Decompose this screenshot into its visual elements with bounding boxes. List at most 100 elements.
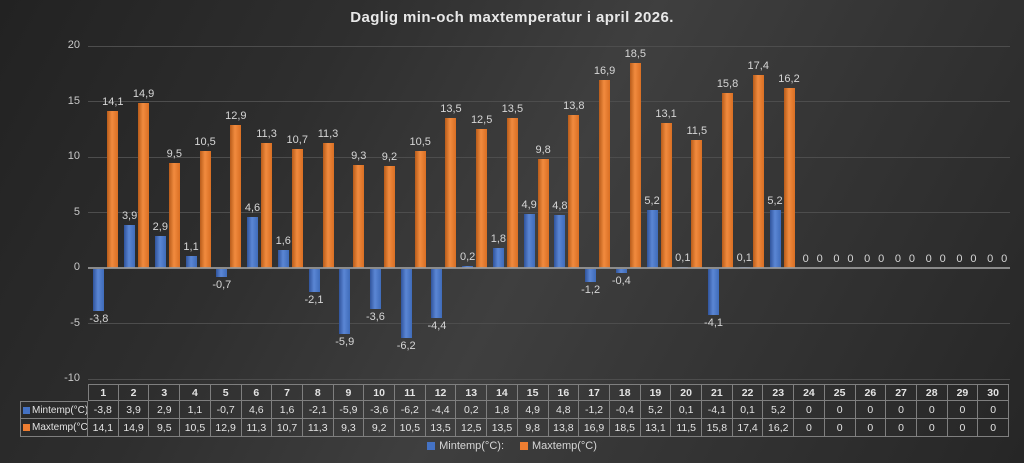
min-bar [646,210,658,268]
bar-data-label: 1,6 [275,235,291,248]
bar-data-label: 11,3 [256,127,277,140]
min-bar [523,213,535,268]
bar-data-label: -2,1 [304,294,324,307]
min-bar [154,235,166,268]
min-bar [369,269,381,309]
min-bar [492,248,504,268]
table-value-cell: 1,1 [180,401,211,419]
table-value-cell: 0 [794,401,825,419]
bar-data-label: 13,5 [440,103,462,116]
table-day-header: 6 [241,384,273,401]
bar-data-label: 0,1 [736,251,752,264]
table-value-cell: 12,5 [456,419,488,437]
table-value-cell: 4,6 [241,401,273,419]
max-bar [353,164,365,268]
table-day-header: 20 [671,384,702,401]
min-bar [400,269,412,338]
max-bar [230,124,242,268]
max-bar [783,88,795,268]
chart-title: Daglig min-och maxtemperatur i april 202… [350,9,674,26]
table-row-label-text: Maxtemp(°C) [32,422,88,433]
table-value-cell: 0,1 [671,401,702,419]
table-value-cell: 1,8 [487,401,518,419]
bar-data-label: 16,2 [778,73,800,86]
table-value-cell: 0 [886,419,917,437]
series-color-swatch [23,424,30,431]
table-value-cell: 9,2 [364,419,395,437]
bar-data-label: 11,3 [317,127,339,140]
table-value-cell: 0,2 [456,401,488,419]
table-value-cell: 13,8 [548,419,580,437]
table-day-header: 13 [456,384,488,401]
max-bar [168,162,180,268]
bar-data-label: 0 [847,253,854,265]
table-row-label: Maxtemp(°C) [20,419,88,437]
bar-data-label: 0 [939,253,946,265]
legend-color-swatch [520,442,528,450]
bar-data-label: 3,9 [121,209,138,222]
bar-data-label: 12,5 [470,114,493,127]
table-value-cell: -3,8 [88,401,119,419]
bar-data-label: 9,5 [166,147,182,160]
gridline [88,378,1010,380]
bar-data-label: 0,1 [675,251,691,264]
bar-data-label: -0,7 [212,278,232,291]
y-axis-tick-label: 0 [73,261,80,273]
max-bar [506,118,518,268]
y-axis-tick-label: 15 [67,94,80,107]
bar-data-label: 11,5 [686,125,708,138]
table-value-cell: -1,2 [579,401,610,419]
bar-data-label: 0 [1001,253,1008,265]
table-value-cell: 9,3 [333,419,365,437]
table-value-cell: 11,5 [671,419,702,437]
bar-data-label: 0 [816,253,823,265]
table-value-cell: 0 [916,401,948,419]
bar-data-label: 5,2 [644,195,660,208]
bar-data-label: 9,3 [351,149,367,162]
table-value-cell: -0,7 [210,401,242,419]
table-value-cell: 11,3 [302,419,334,437]
max-bar [629,62,641,268]
bar-data-label: 0 [802,253,809,265]
table-day-header: 12 [425,384,457,401]
chart-legend: Mintemp(°C): Maxtemp(°C) [0,440,1024,452]
bar-data-label: 14,9 [132,87,155,100]
table-value-cell: 15,8 [702,419,733,437]
table-value-cell: 14,1 [88,419,119,437]
table-day-header: 28 [916,384,948,401]
plot-area: -3,8 3,9 2,9 1,1 -0,7 4,6 1,6 -2,1 -5,9 -3,6 -6,2-… [88,45,1010,380]
table-value-cell: 17,4 [732,419,764,437]
table-value-cell: 5,2 [763,401,795,419]
table-value-cell: 2,9 [149,401,181,419]
bar-data-label: 0,2 [460,250,476,263]
max-bar [138,102,150,268]
bar-data-label: 0 [970,253,977,265]
max-bar [722,92,734,268]
table-day-header: 18 [609,384,641,401]
gridline [88,45,1010,47]
data-table: 1 2 3 4 5 6 7 8 9 10 11 12 13 14 15 16 17 18 19 20 21 22 23 24 2… [20,384,1009,437]
max-bar [476,129,488,268]
bar-data-label: -3,8 [89,313,109,326]
bar-data-label: 2,9 [152,220,168,233]
min-bar [769,210,781,268]
min-bar [462,265,474,268]
min-bar [247,216,259,268]
table-day-header: 29 [947,384,979,401]
table-value-cell: 3,9 [118,401,150,419]
bar-data-label: -5,9 [335,336,355,349]
bar-data-label: 1,1 [183,240,199,253]
bar-data-label: 13,5 [501,103,524,116]
bar-data-label: 1,8 [490,233,507,246]
table-row-label: Mintemp(°C): [20,401,88,419]
table-value-cell: 0,1 [732,401,764,419]
table-day-header: 16 [548,384,580,401]
legend-item: Maxtemp(°C) [520,440,597,452]
table-value-cell: -4,1 [702,401,733,419]
bar-data-label: 5,2 [767,195,783,208]
table-value-cell: 13,5 [487,419,518,437]
table-value-cell: 0 [978,401,1009,419]
max-bar [752,74,764,268]
legend-item-label: Mintemp(°C): [439,440,504,452]
table-value-cell: 4,9 [517,401,549,419]
